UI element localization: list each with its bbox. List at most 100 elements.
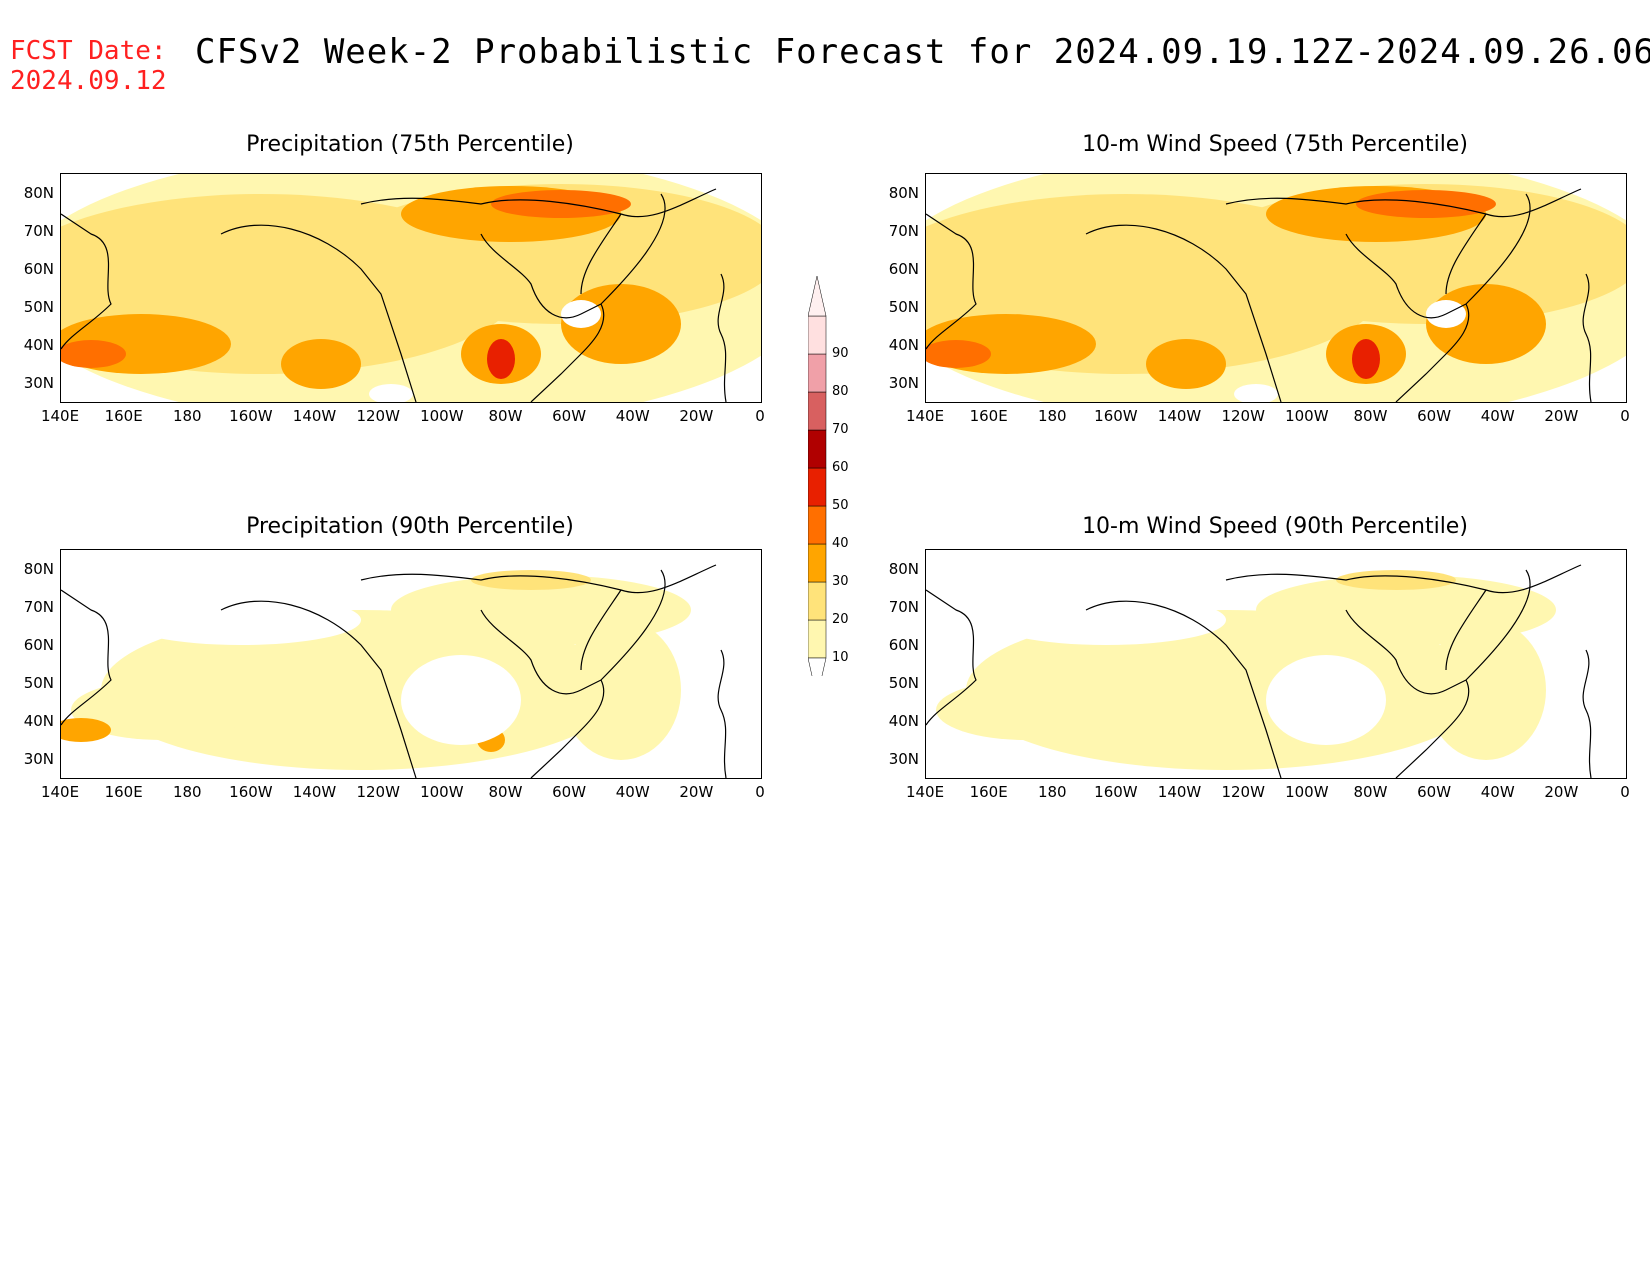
lon-label: 120W: [1221, 407, 1265, 425]
prob-20-30: [1336, 570, 1456, 590]
lon-label: 100W: [1285, 407, 1329, 425]
lon-label: 140W: [1157, 783, 1202, 801]
colorbar-label: 20: [832, 612, 849, 627]
map-precip-90: [60, 549, 762, 779]
prob-30-40: [61, 718, 111, 742]
coastline: [926, 564, 1592, 778]
coastline: [61, 564, 727, 778]
colorbar-swatch: [807, 391, 827, 431]
lat-label: 50N: [888, 674, 919, 692]
lon-label: 120W: [356, 407, 400, 425]
colorbar-label: 10: [832, 650, 849, 665]
lon-label: 80W: [1353, 783, 1388, 801]
colorbar-swatch: [807, 505, 827, 545]
lon-label: 120W: [356, 783, 400, 801]
colorbar-bottom-arrow: [807, 657, 827, 699]
lon-label: 100W: [1285, 783, 1329, 801]
lon-label: 160W: [229, 407, 273, 425]
prob-40-50: [61, 340, 126, 368]
lon-label: 160E: [104, 407, 143, 425]
colorbar-label: 70: [832, 422, 849, 437]
lat-label: 60N: [888, 636, 919, 654]
lat-label: 40N: [888, 712, 919, 730]
panel-title-precip-90: Precipitation (90th Percentile): [246, 514, 574, 539]
lat-label: 30N: [23, 750, 54, 768]
colorbar-legend: 10 20 30 40 50 60 70 80 90: [807, 275, 849, 699]
lat-label: 80N: [23, 184, 54, 202]
lon-label: 60W: [552, 783, 587, 801]
lat-label: 70N: [888, 222, 919, 240]
lon-label: 160W: [1094, 407, 1138, 425]
colorbar-top-arrow: [807, 275, 827, 317]
lon-label: 180: [172, 783, 202, 801]
lon-label: 140E: [905, 407, 945, 425]
lon-label: 80W: [488, 783, 523, 801]
lon-label: 160E: [969, 783, 1008, 801]
lon-label: 0: [1620, 407, 1630, 425]
map-fill: [926, 174, 1626, 402]
map-precip-75: [60, 173, 762, 403]
colorbar-swatch: [807, 467, 827, 507]
lon-label: 20W: [679, 407, 714, 425]
lat-label: 70N: [23, 222, 54, 240]
lon-label: 60W: [1417, 407, 1452, 425]
lon-label: 0: [755, 407, 765, 425]
prob-10-20: [1426, 620, 1546, 760]
lon-label: 100W: [420, 783, 464, 801]
lon-label: 140W: [292, 783, 337, 801]
lon-label: 0: [1620, 783, 1630, 801]
lat-label: 40N: [23, 712, 54, 730]
lon-label: 160W: [1094, 783, 1138, 801]
map-wind-90: [925, 549, 1627, 779]
lon-label: 80W: [488, 407, 523, 425]
map-wind-75: [925, 173, 1627, 403]
colorbar-label: 60: [832, 460, 849, 475]
lon-label: 140W: [1157, 407, 1202, 425]
lon-label: 80W: [1353, 407, 1388, 425]
lon-label: 20W: [1544, 407, 1579, 425]
lon-label: 160E: [969, 407, 1008, 425]
lon-label: 160W: [229, 783, 273, 801]
lon-label: 40W: [615, 783, 650, 801]
lat-label: 30N: [888, 374, 919, 392]
lat-label: 80N: [23, 560, 54, 578]
lat-label: 70N: [888, 598, 919, 616]
lon-label: 180: [1037, 783, 1067, 801]
map-fill: [926, 564, 1592, 778]
colorbar-swatch: [807, 315, 827, 355]
lat-label: 40N: [888, 336, 919, 354]
panel-title-wind-90: 10-m Wind Speed (90th Percentile): [1082, 514, 1468, 539]
colorbar-label: 30: [832, 574, 849, 589]
prob-below-10: [369, 384, 413, 402]
prob-40-50: [926, 340, 991, 368]
prob-below-10: [401, 655, 521, 745]
prob-50-60: [487, 339, 515, 379]
coastline: [926, 188, 1592, 402]
panel-title-precip-75: Precipitation (75th Percentile): [246, 132, 574, 157]
lat-label: 60N: [23, 260, 54, 278]
colorbar-label: 40: [832, 536, 849, 551]
prob-40-50: [1356, 190, 1496, 218]
lon-label: 60W: [552, 407, 587, 425]
map-fill: [61, 564, 727, 778]
prob-10-20: [561, 620, 681, 760]
colorbar-swatch: [807, 581, 827, 621]
panel-title-wind-75: 10-m Wind Speed (75th Percentile): [1082, 132, 1468, 157]
lat-label: 80N: [888, 184, 919, 202]
lon-label: 140E: [40, 407, 80, 425]
lon-label: 40W: [615, 407, 650, 425]
lon-label: 140W: [292, 407, 337, 425]
lat-label: 70N: [23, 598, 54, 616]
lon-label: 100W: [420, 407, 464, 425]
colorbar-swatch: [807, 353, 827, 393]
lat-label: 30N: [888, 750, 919, 768]
lon-label: 180: [172, 407, 202, 425]
lat-label: 30N: [23, 374, 54, 392]
prob-10-20: [71, 680, 251, 740]
lon-label: 160E: [104, 783, 143, 801]
lon-label: 180: [1037, 407, 1067, 425]
forecast-date-label: FCST Date:: [10, 36, 167, 66]
lon-label: 20W: [679, 783, 714, 801]
coastline: [61, 188, 727, 402]
prob-10-20: [936, 680, 1116, 740]
